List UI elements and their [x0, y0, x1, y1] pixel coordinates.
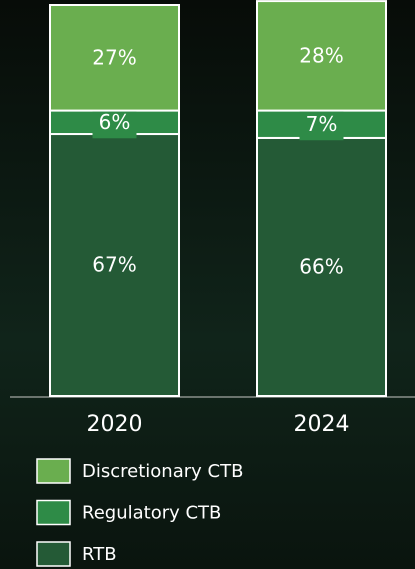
data-label: 27%: [92, 45, 136, 69]
data-label: 7%: [306, 112, 338, 136]
legend-swatch: [36, 541, 71, 567]
legend-swatch: [36, 499, 71, 526]
bar-segment: [49, 4, 180, 112]
x-tick-label: 2020: [87, 412, 143, 437]
data-label: 67%: [92, 253, 136, 277]
bar-segment: [256, 0, 387, 112]
legend-label: Regulatory CTB: [82, 503, 221, 524]
data-label: 28%: [299, 43, 343, 67]
label-box: [299, 108, 344, 141]
bar-segment: [49, 133, 180, 397]
bar-segment: [256, 136, 387, 397]
data-label: 6%: [99, 110, 131, 134]
label-box: [92, 106, 137, 139]
legend-label: RTB: [82, 544, 117, 565]
legend-swatch: [36, 458, 71, 484]
x-tick-label: 2024: [294, 412, 350, 437]
legend-label: Discretionary CTB: [82, 461, 243, 482]
data-label: 66%: [299, 254, 343, 278]
